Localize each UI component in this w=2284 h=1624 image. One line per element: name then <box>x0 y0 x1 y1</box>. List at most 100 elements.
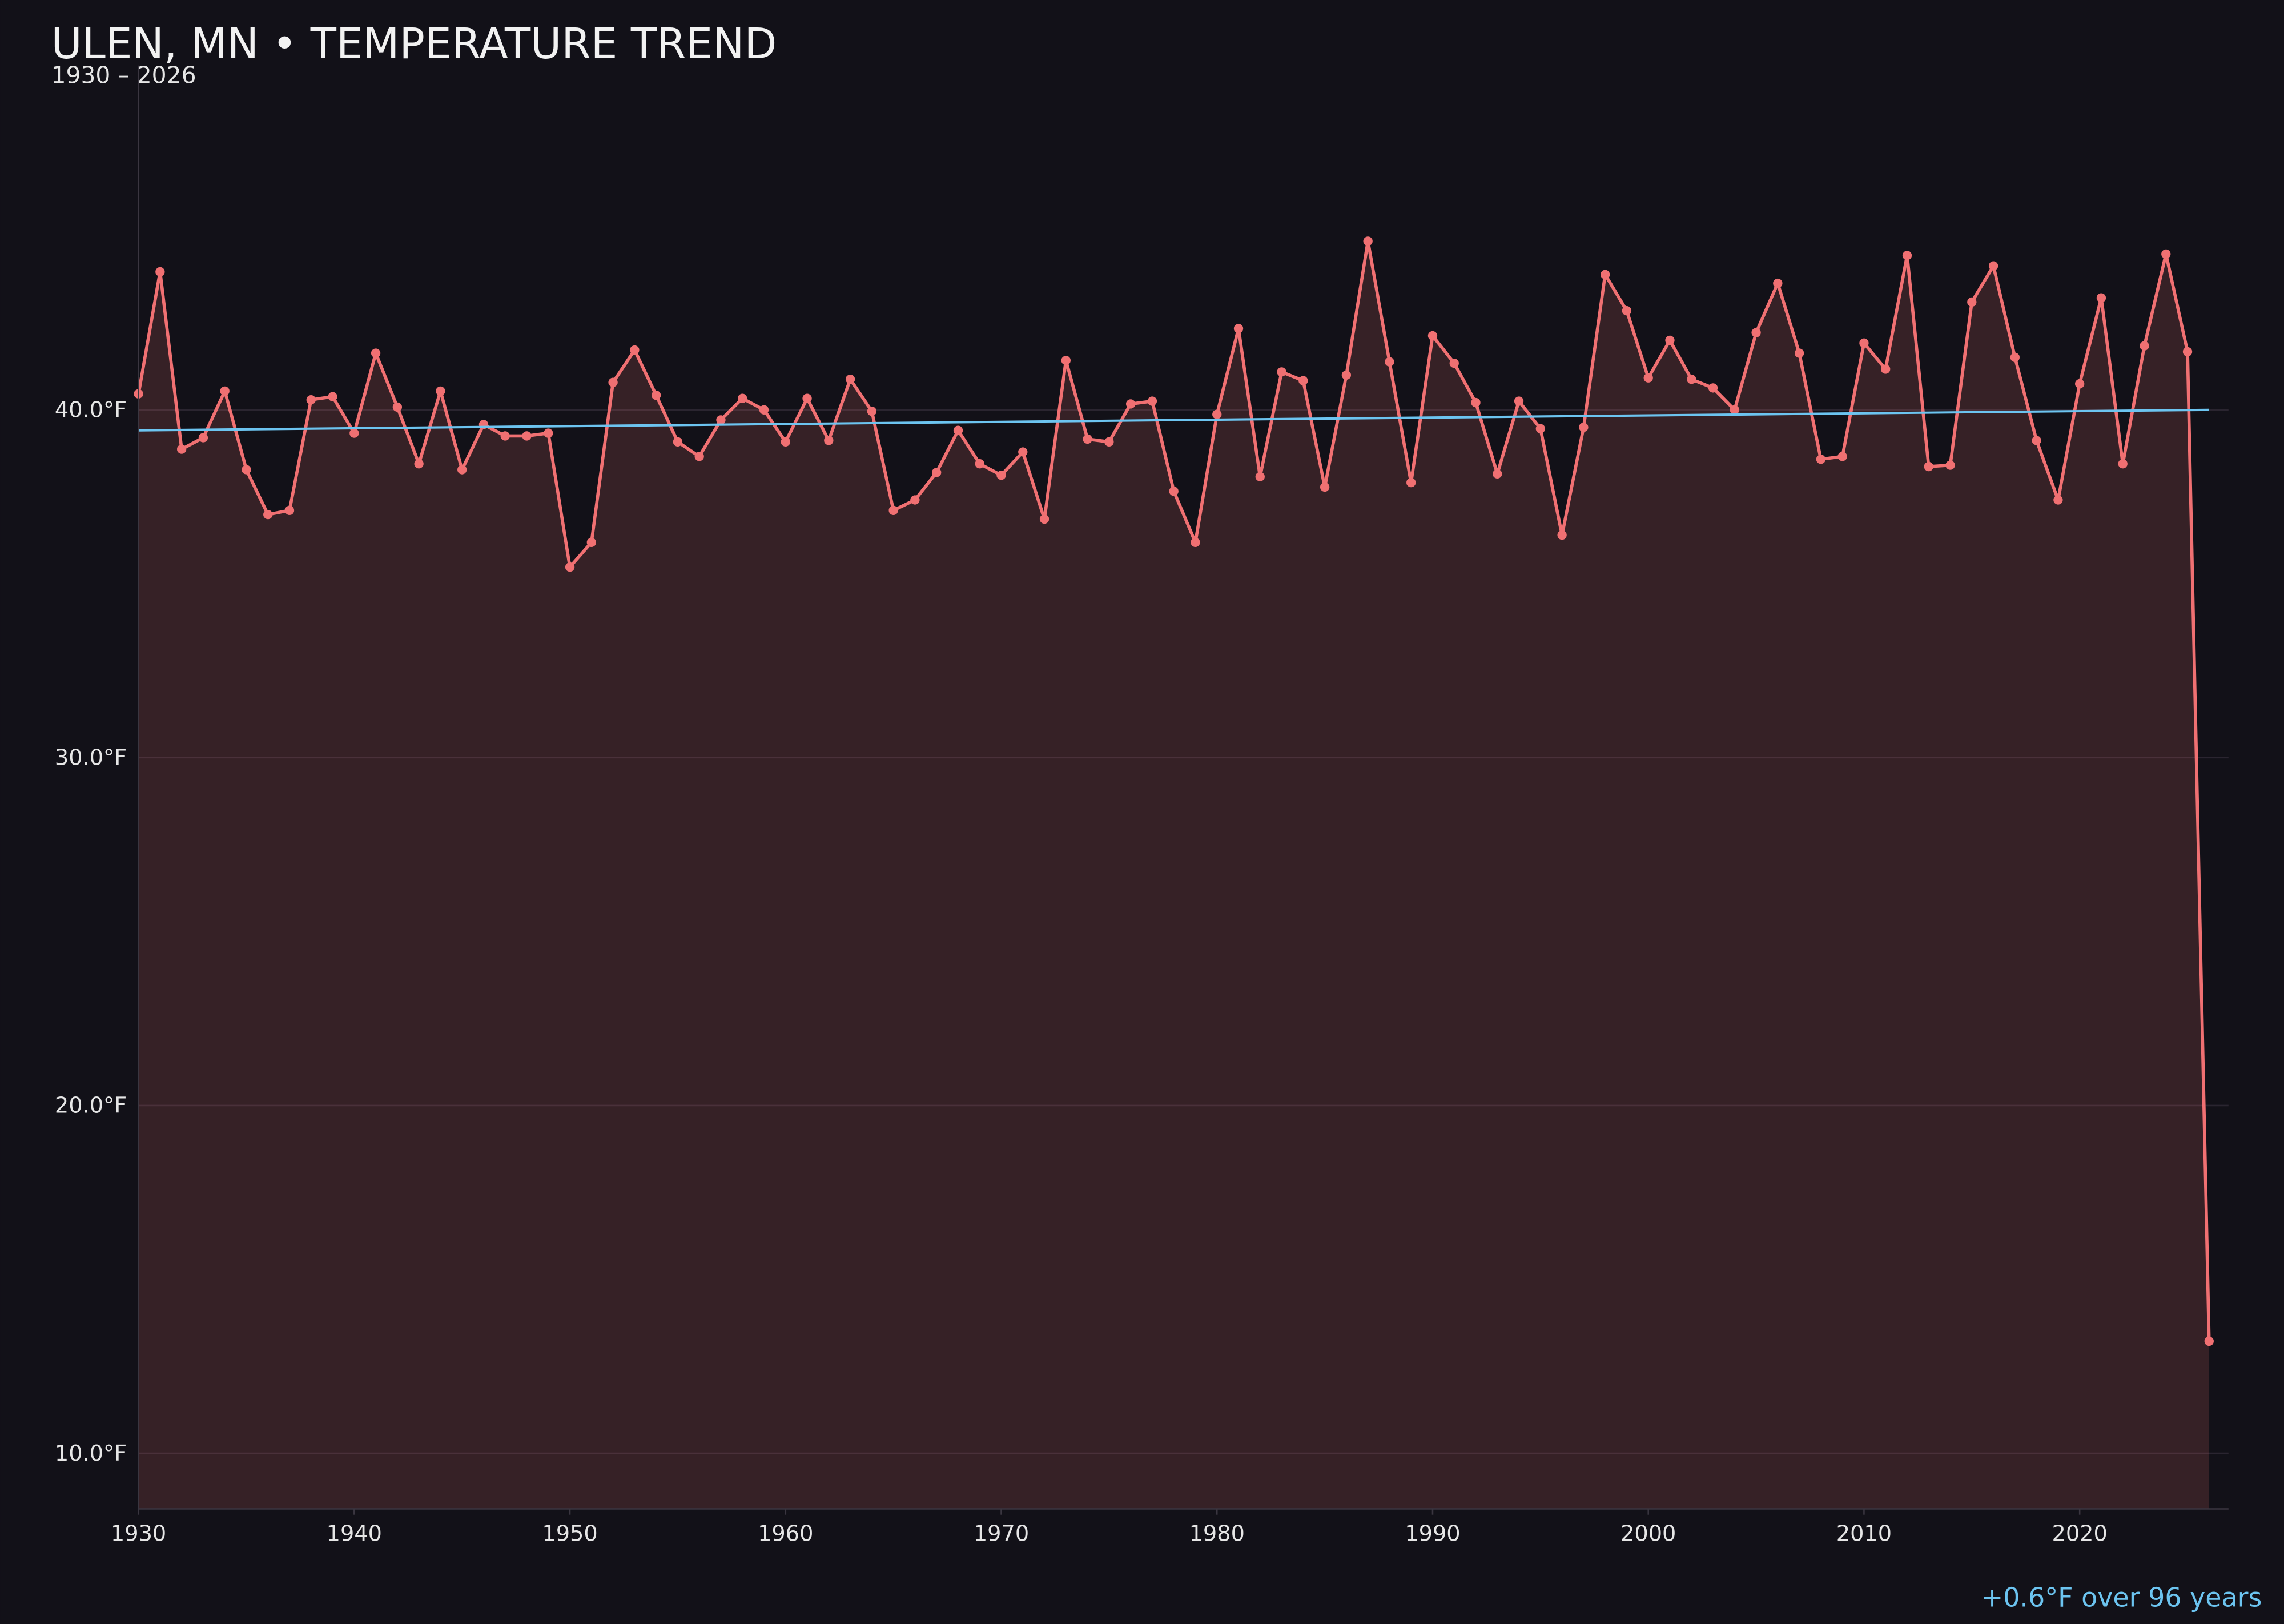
point <box>694 452 704 461</box>
y-tick-label: 10.0°F <box>55 1441 127 1466</box>
point <box>1125 399 1136 409</box>
x-tick-label: 2010 <box>1836 1521 1892 1547</box>
point <box>1255 472 1265 481</box>
point <box>544 428 553 438</box>
point <box>1169 487 1179 496</box>
point <box>1730 405 1739 415</box>
point <box>1557 530 1567 540</box>
point <box>306 395 316 405</box>
plot-area: 10.0°F 20.0°F 30.0°F 40.0°F 1930 1940 1950 1960… <box>55 65 2229 1547</box>
point <box>996 471 1006 480</box>
point <box>1816 455 1826 464</box>
point <box>1988 261 1998 271</box>
point <box>888 505 898 515</box>
point <box>1493 469 1502 479</box>
point <box>2053 495 2063 505</box>
point <box>220 386 230 396</box>
x-tick-label: 1960 <box>758 1521 813 1547</box>
x-tick-label: 1980 <box>1189 1521 1245 1547</box>
point <box>1471 397 1481 408</box>
point <box>1773 278 1783 288</box>
point <box>651 391 661 400</box>
point <box>1924 461 1933 472</box>
point <box>457 465 467 475</box>
point <box>1837 452 1847 461</box>
point <box>1277 367 1286 377</box>
point <box>953 425 963 435</box>
y-tick-label: 20.0°F <box>55 1093 127 1119</box>
x-tick-label: 1940 <box>327 1521 382 1547</box>
point <box>738 393 747 403</box>
point <box>1039 514 1049 524</box>
point <box>1406 477 1416 488</box>
point <box>1083 434 1092 444</box>
trend-annotation: +0.6°F over 96 years <box>1981 1582 2262 1613</box>
point <box>1945 460 1955 470</box>
point <box>1859 338 1869 348</box>
point <box>759 405 769 415</box>
point <box>1967 297 1977 307</box>
point <box>1643 373 1653 383</box>
point <box>1902 251 1912 260</box>
point <box>1061 356 1071 365</box>
point <box>1751 328 1761 337</box>
point <box>824 436 834 445</box>
point <box>371 348 381 358</box>
point <box>263 509 273 520</box>
point <box>284 505 295 515</box>
point <box>198 433 208 443</box>
point <box>975 459 984 469</box>
point <box>1579 423 1589 432</box>
point <box>1514 396 1524 406</box>
x-tick-label: 1950 <box>542 1521 597 1547</box>
point <box>328 392 337 401</box>
point <box>1385 357 1394 367</box>
point <box>2204 1336 2214 1346</box>
point <box>1212 409 1222 419</box>
point <box>630 345 640 355</box>
point <box>242 465 251 475</box>
chart-subtitle: 1930 – 2026 <box>51 61 196 89</box>
trend-line <box>138 408 2209 432</box>
point <box>673 437 683 447</box>
point <box>1104 437 1114 447</box>
point <box>845 375 855 384</box>
x-tick-label: 1930 <box>111 1521 166 1547</box>
point <box>1687 375 1696 384</box>
x-tick-label: 2000 <box>1620 1521 1676 1547</box>
point <box>2032 436 2041 445</box>
point <box>1665 335 1675 345</box>
point <box>2010 352 2020 362</box>
chart-title: ULEN, MN • TEMPERATURE TREND <box>51 19 777 69</box>
point <box>781 437 790 447</box>
point <box>2140 341 2149 351</box>
point <box>436 386 445 396</box>
point <box>1320 482 1330 492</box>
point <box>1191 537 1200 548</box>
point <box>586 537 596 548</box>
point <box>932 468 942 477</box>
point <box>2118 459 2128 469</box>
point <box>1427 331 1438 341</box>
point <box>1600 270 1610 280</box>
point <box>349 428 359 438</box>
point <box>500 431 510 441</box>
point <box>716 415 726 425</box>
point <box>2096 293 2106 303</box>
point <box>1147 396 1157 406</box>
point <box>176 444 187 454</box>
point <box>414 459 424 469</box>
point <box>1535 424 1546 433</box>
point <box>867 407 877 416</box>
point <box>1363 236 1373 246</box>
point <box>522 431 532 441</box>
point <box>1881 364 1891 374</box>
x-tick-label: 2020 <box>2052 1521 2107 1547</box>
area-fill <box>138 241 2209 1509</box>
point <box>910 495 920 505</box>
point <box>565 562 575 572</box>
x-tick-label: 1990 <box>1405 1521 1460 1547</box>
point <box>1298 376 1308 385</box>
